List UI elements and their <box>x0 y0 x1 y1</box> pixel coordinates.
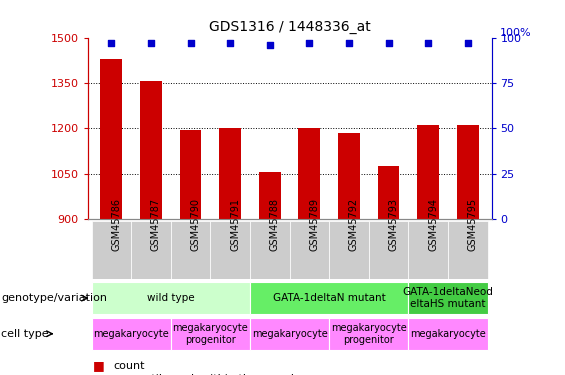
Bar <box>131 221 171 279</box>
Point <box>384 40 393 46</box>
Bar <box>171 318 250 350</box>
Bar <box>329 318 408 350</box>
Text: megakaryocyte
progenitor: megakaryocyte progenitor <box>331 323 407 345</box>
Text: megakaryocyte: megakaryocyte <box>410 329 486 339</box>
Text: GATA-1deltaN mutant: GATA-1deltaN mutant <box>273 293 385 303</box>
Point <box>265 42 274 48</box>
Text: count: count <box>113 361 145 370</box>
Text: GSM45786: GSM45786 <box>111 198 121 250</box>
Bar <box>418 125 439 219</box>
Bar <box>92 318 171 350</box>
Text: megakaryocyte
progenitor: megakaryocyte progenitor <box>172 323 248 345</box>
Bar <box>250 318 329 350</box>
Text: GSM45793: GSM45793 <box>389 198 398 250</box>
Bar <box>180 130 202 219</box>
Bar <box>408 282 488 314</box>
Text: GSM45788: GSM45788 <box>270 198 280 250</box>
Text: GSM45795: GSM45795 <box>468 198 478 251</box>
Text: percentile rank within the sample: percentile rank within the sample <box>113 374 301 375</box>
Text: megakaryocyte: megakaryocyte <box>93 329 169 339</box>
Bar <box>219 128 241 219</box>
Point <box>463 40 472 46</box>
Text: GSM45792: GSM45792 <box>349 198 359 251</box>
Point <box>146 40 155 46</box>
Text: 100%: 100% <box>499 27 531 38</box>
Bar <box>448 221 488 279</box>
Bar <box>338 133 360 219</box>
Bar <box>210 221 250 279</box>
Bar <box>171 221 210 279</box>
Text: GSM45787: GSM45787 <box>151 198 161 251</box>
Point <box>305 40 314 46</box>
Point <box>424 40 433 46</box>
Text: GATA-1deltaNeod
eltaHS mutant: GATA-1deltaNeod eltaHS mutant <box>402 287 493 309</box>
Bar <box>250 221 290 279</box>
Text: cell type: cell type <box>1 329 49 339</box>
Bar <box>140 81 162 219</box>
Bar <box>290 221 329 279</box>
Text: wild type: wild type <box>147 293 194 303</box>
Bar <box>250 282 408 314</box>
Point <box>225 40 234 46</box>
Bar <box>92 221 131 279</box>
Text: GSM45791: GSM45791 <box>230 198 240 250</box>
Bar <box>408 221 448 279</box>
Bar <box>408 318 488 350</box>
Bar <box>457 125 479 219</box>
Bar <box>259 172 281 219</box>
Bar <box>329 221 369 279</box>
Bar <box>92 282 250 314</box>
Bar <box>101 59 122 219</box>
Text: megakaryocyte: megakaryocyte <box>251 329 328 339</box>
Bar <box>369 221 408 279</box>
Title: GDS1316 / 1448336_at: GDS1316 / 1448336_at <box>208 20 371 34</box>
Bar <box>298 128 320 219</box>
Text: ■: ■ <box>93 372 105 375</box>
Text: GSM45790: GSM45790 <box>190 198 201 250</box>
Text: ■: ■ <box>93 359 105 372</box>
Point <box>186 40 195 46</box>
Point <box>345 40 354 46</box>
Bar <box>377 166 399 219</box>
Point <box>107 40 116 46</box>
Text: GSM45794: GSM45794 <box>428 198 438 250</box>
Text: genotype/variation: genotype/variation <box>1 293 107 303</box>
Text: GSM45789: GSM45789 <box>310 198 319 250</box>
